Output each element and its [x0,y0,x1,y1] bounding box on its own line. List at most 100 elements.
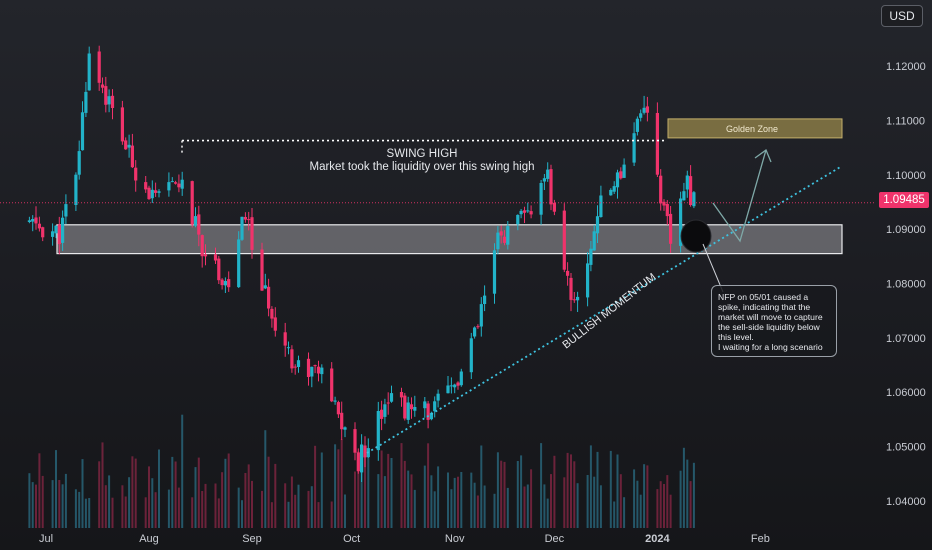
volume-bar [317,502,320,528]
candle-body [453,384,457,388]
candle-body [399,392,404,398]
candle-body [506,226,510,245]
x-tick-label: Oct [343,533,360,545]
volume-bar [64,473,67,528]
volume-bar [221,472,224,528]
golden-zone-label: Golden Zone [726,124,778,134]
candle-body [37,223,41,229]
last-price-label: 1.09485 [879,192,929,208]
volume-bar [31,482,34,528]
volume-bar [267,456,270,528]
volume-bar [360,465,363,528]
candle-body [356,452,360,472]
candle-body [237,239,241,288]
candle-body [31,219,35,222]
y-tick-label: 1.12000 [886,61,926,73]
volume-bar [636,480,639,528]
volume-bar [423,465,426,528]
volume-bar [61,484,64,528]
volume-bar [666,475,669,528]
volume-bar [530,469,533,528]
volume-bar [437,466,440,528]
candle-body [669,213,673,244]
projection-arrowhead [754,148,772,163]
candle-body [263,285,267,289]
candle-body [320,367,324,375]
candle-body [592,231,596,251]
volume-bar [433,491,436,528]
candle-body [27,220,31,222]
volume-bar [357,451,360,528]
y-tick-label: 1.04000 [886,496,926,508]
candle-body [539,183,543,215]
candle-body [296,360,301,367]
volume-bar [320,452,323,528]
volume-bar [639,494,642,528]
volume-bar [480,445,483,528]
volume-bar [526,484,529,528]
volume-bar [566,452,569,528]
volume-bar [599,485,602,528]
volume-bar [692,462,695,528]
volume-bar [520,455,523,528]
volume-bar [344,494,346,528]
nfp-spike-marker[interactable] [680,219,712,253]
y-tick-label: 1.09000 [886,224,926,236]
volume-bar [546,498,549,528]
candle-body [459,371,463,386]
volume-bar [111,497,114,528]
candle-body [340,412,344,430]
candle-body [333,400,337,402]
bullish-momentum-label: BULLISH MOMENTUM [560,271,658,351]
volume-bar [669,494,672,528]
candle-body [260,249,264,291]
note-line: spike, indicating that the [718,302,811,312]
volume-bar [619,474,622,528]
golden-zone[interactable] [667,118,843,139]
x-tick-label: Nov [445,533,465,545]
volume-bar [28,473,31,528]
candle-body [77,151,81,175]
y-tick-label: 1.07000 [886,333,926,345]
swing-high-title: SWING HIGH [387,148,458,160]
note-connector [702,243,724,293]
volume-bar [390,458,393,528]
candle-body [193,216,198,226]
volume-bar [496,452,499,528]
candle-body [220,279,224,286]
candle-body [34,217,38,224]
note-line: this level. [718,332,754,342]
volume-bar [51,480,54,528]
volume-bar [407,470,410,528]
candle-body [144,182,148,190]
candle-body [283,332,287,346]
volume-bar [314,445,317,528]
volume-bar [460,472,463,528]
candle-body [150,189,154,199]
volume-bar [523,486,526,528]
x-tick-label: Jul [39,533,53,545]
volume-bar [224,458,227,528]
candle-body [529,211,533,215]
candle-body [389,393,394,402]
candle-body [492,250,497,294]
volume-bar [264,430,267,528]
candle-body [589,248,593,265]
candles-layer [27,45,696,482]
candle-body [426,403,430,420]
candle-body [107,96,111,105]
volume-bar [81,459,84,528]
volume-bar [84,498,87,528]
y-tick-label: 1.11000 [886,116,925,128]
volume-bar [354,471,356,528]
volume-bar [427,443,430,528]
currency-selector[interactable]: USD [881,5,923,27]
candle-body [54,225,58,234]
liquidity-zone[interactable] [56,224,843,255]
y-tick-label: 1.10000 [886,170,926,182]
analysis-note: NFP on 05/01 caused a spike, indicating … [711,285,837,357]
volume-bar [330,501,333,528]
volume-bar [58,480,61,528]
volume-bar [334,444,337,528]
